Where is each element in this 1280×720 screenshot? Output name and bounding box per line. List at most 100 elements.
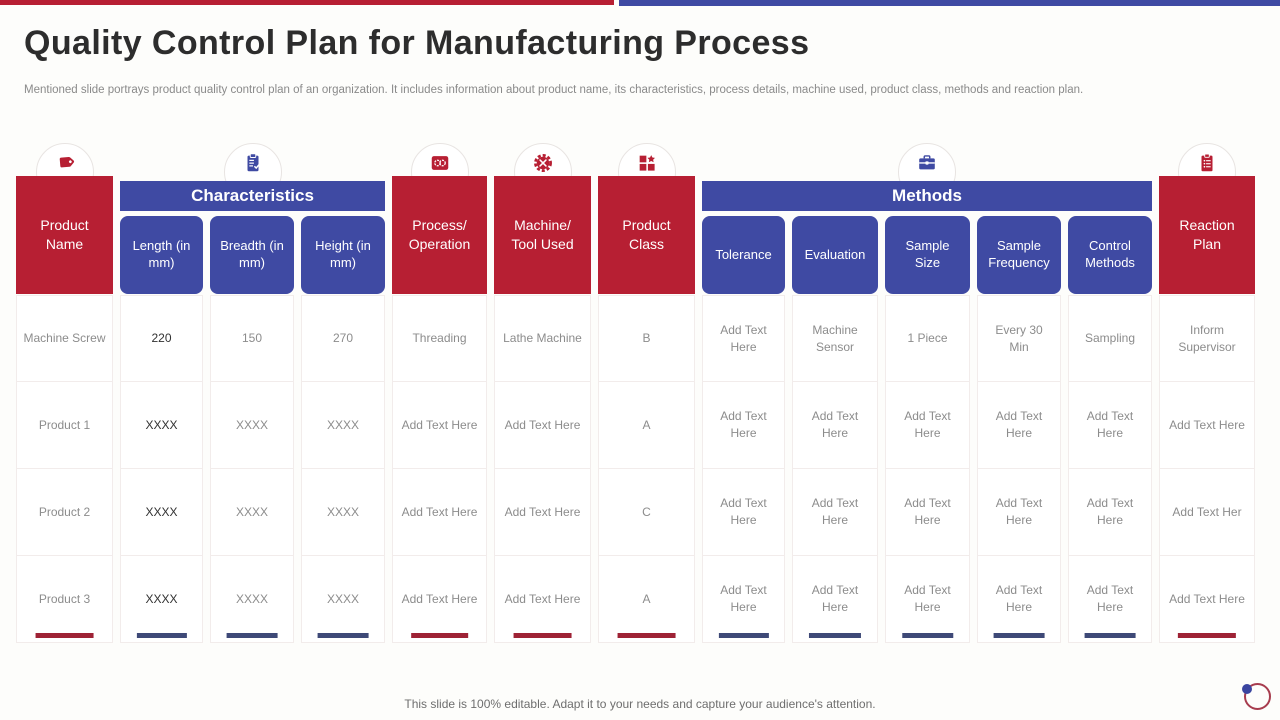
cell-product_class: B [598,295,695,382]
cell-tolerance: Add Text Here [702,469,785,556]
table-header: Product Name Characteristics Length (in mm… [16,143,1256,294]
cell-text: B [642,331,651,346]
cell-text: Add Text Here [504,504,581,519]
toolbox-icon [916,152,938,179]
cell-evaluation: Add Text Here [792,382,878,469]
slide-title: Quality Control Plan for Manufacturing P… [24,24,810,62]
column-header-process_operation: Process/ Operation [392,176,487,294]
cell-text: Add Text Here [401,591,478,606]
column-header-sample_size: Sample Size [885,216,970,294]
cell-evaluation: Add Text Here [792,556,878,643]
tag-icon [54,152,76,179]
column-accent-bar [317,633,369,638]
cell-text: Add Text Here [720,496,767,527]
cell-process_operation: Add Text Here [392,382,487,469]
cell-text: Add Text Here [401,417,478,432]
cell-breadth: XXXX [210,556,294,643]
cell-text: Add Text Here [1086,409,1134,440]
cell-text: XXXX [235,417,268,432]
column-accent-bar [718,633,769,638]
column-accent-bar [410,633,469,638]
cell-text: Add Text Here [401,504,478,519]
gears-icon [429,152,451,179]
column-accent-bar [1084,633,1136,638]
cell-machine_tool: Add Text Here [494,469,591,556]
cell-control_methods: Add Text Here [1068,382,1152,469]
cell-text: 270 [332,331,354,346]
column-accent-bar [901,633,954,638]
cell-control_methods: Add Text Here [1068,469,1152,556]
cell-text: Add Text Here [995,583,1043,614]
cell-text: Sampling [1084,331,1136,346]
cell-text: XXXX [235,504,268,519]
cell-evaluation: Add Text Here [792,469,878,556]
cell-text: XXXX [326,417,359,432]
cell-sample_size: Add Text Here [885,556,970,643]
cell-product_class: C [598,469,695,556]
group-header-characteristics: Characteristics [120,181,385,211]
cell-control_methods: Add Text Here [1068,556,1152,643]
cell-text: XXXX [145,591,178,606]
cell-text: Inform Supervisor [1178,322,1236,354]
column-header-length: Length (in mm) [120,216,203,294]
cell-length: XXXX [120,382,203,469]
cell-product_name: Product 1 [16,382,113,469]
cell-product_class: A [598,382,695,469]
cell-sample_frequency: Add Text Here [977,382,1061,469]
cell-text: Add Text Here [1169,417,1245,432]
cell-machine_tool: Add Text Here [494,556,591,643]
cell-text: Threading [412,331,467,346]
column-accent-bar [808,633,862,638]
column-accent-bar [617,633,676,638]
qc-plan-table: Product Name Characteristics Length (in mm… [16,143,1256,643]
cell-sample_frequency: Add Text Here [977,469,1061,556]
column-header-reaction_plan: Reaction Plan [1159,176,1255,294]
cell-text: Add Text Here [1169,591,1245,606]
cell-height: XXXX [301,382,385,469]
cell-reaction_plan: Add Text Here [1159,556,1255,643]
cell-product_name: Product 2 [16,469,113,556]
cell-text: XXXX [145,504,178,519]
cell-text: Add Text Here [504,417,581,432]
column-accent-bar [226,633,278,638]
clipboard-list-icon [1196,152,1218,179]
gear-tools-icon [532,152,554,179]
cell-text: XXXX [145,417,178,432]
column-header-tolerance: Tolerance [702,216,785,294]
cell-product_name: Product 3 [16,556,113,643]
cell-text: Add Text Here [504,591,581,606]
cell-text: Add Text Here [904,496,951,527]
cell-text: 220 [151,331,172,346]
cell-evaluation: Machine Sensor [792,295,878,382]
decorative-dot [1242,684,1252,694]
column-accent-bar [993,633,1045,638]
cell-breadth: XXXX [210,382,294,469]
cell-process_operation: Threading [392,295,487,382]
cell-text: Product 3 [38,591,91,606]
cell-tolerance: Add Text Here [702,556,785,643]
cell-process_operation: Add Text Here [392,556,487,643]
cell-height: 270 [301,295,385,382]
cell-height: XXXX [301,469,385,556]
column-header-machine_tool: Machine/ Tool Used [494,176,591,294]
cell-sample_frequency: Add Text Here [977,556,1061,643]
cell-text: Product 1 [38,417,91,432]
cell-sample_size: Add Text Here [885,382,970,469]
cell-text: Add Text Here [811,496,859,527]
column-accent-bar [1177,633,1237,638]
cell-machine_tool: Lathe Machine [494,295,591,382]
cell-text: Machine Screw [23,331,106,346]
cell-text: 150 [241,331,263,346]
footer-note: This slide is 100% editable. Adapt it to… [404,697,876,711]
cell-text: A [642,417,651,432]
column-header-breadth: Breadth (in mm) [210,216,294,294]
column-accent-bar [35,633,94,638]
cell-text: Add Text Here [720,409,767,440]
cell-text: Add Text Here [904,409,951,440]
cell-sample_size: 1 Piece [885,295,970,382]
column-accent-bar [136,633,187,638]
column-header-product_class: Product Class [598,176,695,294]
cell-length: XXXX [120,556,203,643]
cell-text: Add Text Here [811,409,859,440]
cell-length: 220 [120,295,203,382]
